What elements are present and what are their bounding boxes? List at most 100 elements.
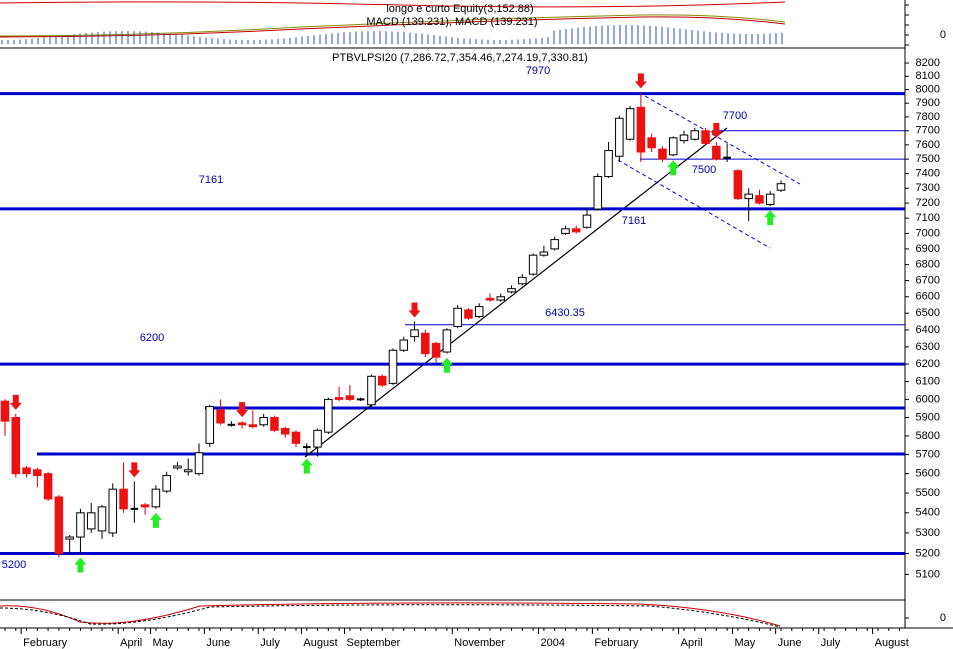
candle-body	[518, 276, 527, 285]
x-tick-label: June	[778, 637, 802, 649]
candle-body	[496, 296, 506, 301]
candle-body	[453, 307, 462, 328]
candle-body	[119, 488, 128, 510]
macd-title: MACD (139.231), MACD (139.231)	[366, 16, 537, 28]
sell-signal	[710, 123, 723, 139]
candle-body	[108, 488, 118, 534]
candle-body	[151, 488, 161, 508]
candle-body	[237, 422, 247, 426]
y-tick-label: 7700	[916, 125, 940, 137]
y-tick-label: 7600	[916, 139, 940, 151]
macd-histogram	[0, 1, 786, 38]
candle-body	[733, 170, 743, 200]
x-tick-label: April	[120, 637, 142, 649]
y-tick-label: 7900	[916, 97, 940, 109]
candle-body	[528, 254, 538, 275]
candle-body	[205, 406, 215, 444]
candle-body	[658, 148, 667, 160]
candle-body	[86, 512, 96, 530]
candle-body	[324, 398, 333, 433]
candle-body	[345, 395, 355, 400]
candle-body	[43, 473, 53, 500]
candle-body	[507, 288, 516, 293]
oscillator-signal	[0, 604, 781, 628]
candle-body	[712, 145, 721, 160]
candle-body	[183, 469, 193, 473]
candle-body	[690, 130, 700, 140]
candle-body	[431, 342, 441, 358]
y-tick-label: 6800	[916, 259, 940, 271]
channel-line	[644, 95, 801, 185]
sell-signal	[634, 73, 647, 89]
x-tick-label: May	[735, 637, 756, 649]
x-tick-label: September	[347, 637, 401, 649]
candle-body	[442, 329, 452, 353]
candle-body	[561, 228, 570, 234]
y-tick-label: 8200	[916, 57, 940, 69]
candle-body	[421, 332, 430, 355]
level-label: 7970	[526, 65, 550, 77]
y-tick-label: 5400	[916, 507, 940, 519]
y-tick-label: 5600	[916, 468, 940, 480]
macd-tick-label: 0	[940, 29, 946, 41]
candle-body	[22, 467, 31, 475]
candle-body	[280, 427, 290, 435]
x-tick-label: February	[594, 637, 639, 649]
candle-body	[259, 416, 268, 426]
y-tick-label: 6500	[916, 307, 940, 319]
y-tick-label: 8000	[916, 84, 940, 96]
y-tick-label: 5200	[916, 547, 940, 559]
y-tick-label: 7500	[916, 153, 940, 165]
candle-body	[701, 130, 710, 144]
x-tick-label: February	[23, 637, 68, 649]
x-tick-label: July	[260, 637, 280, 649]
y-tick-label: 6200	[916, 358, 940, 370]
candle-body	[270, 416, 279, 431]
candle-body	[410, 329, 419, 338]
candle-body	[485, 297, 495, 301]
candle-body	[744, 193, 753, 200]
buy-signal	[440, 357, 453, 373]
sell-signal	[128, 462, 141, 478]
x-tick-label: August	[875, 637, 909, 649]
sell-signal	[9, 394, 22, 410]
candle-body	[647, 137, 656, 149]
candle-body	[291, 431, 301, 444]
candle-body	[668, 137, 678, 156]
y-tick-label: 5900	[916, 411, 940, 423]
candle-body	[679, 134, 689, 142]
y-tick-label: 5100	[916, 568, 940, 580]
candle-body	[776, 183, 786, 191]
candle-body	[625, 108, 635, 140]
y-tick-label: 8100	[916, 70, 940, 82]
candle-body	[11, 416, 21, 475]
candle-body	[367, 375, 376, 406]
candle-body	[464, 309, 473, 319]
candle-body	[604, 150, 613, 177]
y-tick-label: 7200	[916, 197, 940, 209]
x-tick-label: 2004	[541, 637, 565, 649]
chart-title: PTBVLPSI20 (7,286.72,7,354.46,7,274.19,7…	[332, 52, 588, 64]
y-tick-label: 6700	[916, 274, 940, 286]
candle-body	[550, 239, 559, 250]
candle-body	[173, 465, 182, 469]
x-tick-label: August	[303, 637, 337, 649]
candle-body	[76, 512, 85, 538]
candle-body	[334, 397, 344, 400]
candle-body	[194, 452, 204, 475]
buy-signal	[300, 458, 313, 474]
candle-body	[539, 251, 549, 256]
indicator-title: longo e curto Equity(3,152.88)	[386, 3, 533, 15]
sell-signal	[236, 402, 249, 418]
y-tick-label: 5500	[916, 487, 940, 499]
candle-body	[216, 409, 225, 424]
y-tick-label: 7000	[916, 227, 940, 239]
oscillator-line	[0, 602, 781, 627]
candle-body	[571, 228, 581, 233]
y-tick-label: 6000	[916, 393, 940, 405]
channel-line	[617, 159, 771, 249]
level-label: 7161	[199, 174, 223, 186]
candle-body	[388, 349, 398, 384]
candle-body	[636, 106, 646, 153]
